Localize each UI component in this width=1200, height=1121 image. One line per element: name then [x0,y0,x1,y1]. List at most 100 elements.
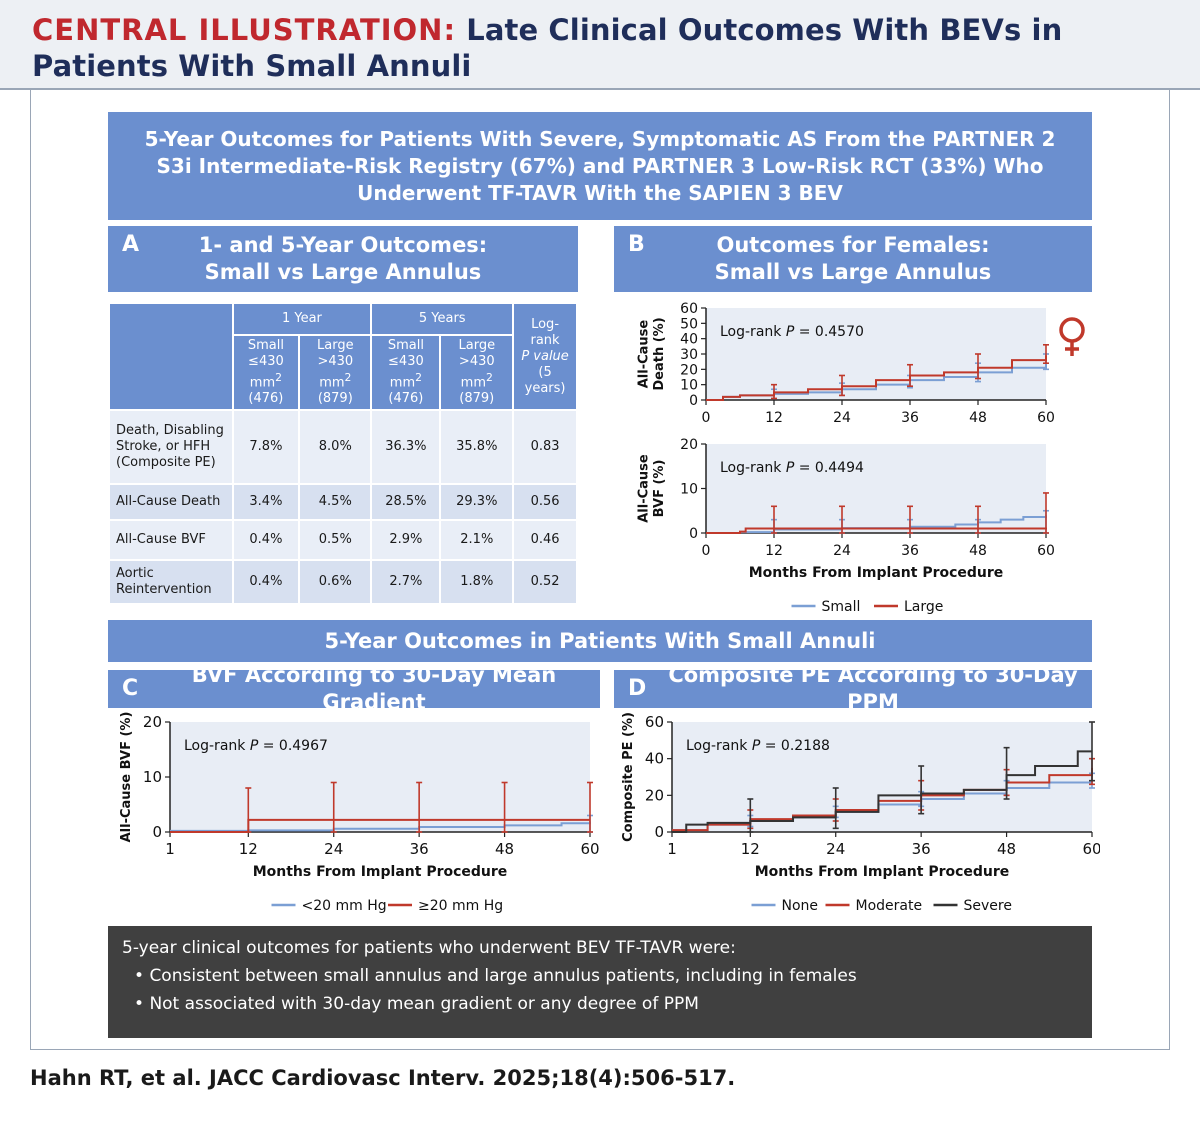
cell: 28.5% [371,484,440,520]
panel-c-chart: 0 10 20 1 12 24 36 48 60 All-Cause BVF (%) Months … [108,710,608,920]
x-tick-label: 24 [324,840,343,858]
panel-b-title-line1: Outcomes for Females: [614,232,1092,259]
x-tick-label: 48 [997,840,1016,858]
col-n: (476) [237,391,296,407]
x-tick-label: 60 [1037,410,1055,426]
female-symbol-icon [1061,319,1083,356]
cell: 0.5% [299,520,371,560]
x-tick-label: 60 [580,840,599,858]
cell: 0.83 [513,410,577,484]
panel-b-title: Outcomes for Females: Small vs Large Ann… [614,232,1092,286]
legend-label: ≥20 mm Hg [418,898,503,914]
y-tick-label: 10 [143,768,162,786]
y-tick-label: 60 [645,713,664,731]
y-axis-label: All-CauseDeath (%) [637,317,668,390]
table-row: All-Cause Death 3.4% 4.5% 28.5% 29.3% 0.… [109,484,577,520]
logrank-h2: P value [517,349,573,365]
x-tick-label: 48 [969,543,987,559]
y-axis-label: All-CauseBVF (%) [637,454,668,523]
x-tick-label: 36 [901,410,919,426]
col-name: Small [375,338,436,354]
y-tick-label: 20 [645,786,664,804]
x-tick-label: 48 [969,410,987,426]
panel-b-header: B Outcomes for Females: Small vs Large A… [614,226,1092,292]
col-n: (879) [444,391,509,407]
cell: 36.3% [371,410,440,484]
group-5yr: 5 Years [371,303,513,335]
x-axis-label: Months From Implant Procedure [749,565,1004,581]
y-tick-label: 0 [689,526,698,542]
group-1yr: 1 Year [233,303,372,335]
col-header: Small ≤430 mm2 (476) [233,335,300,410]
col-name: Large [444,338,509,354]
panel-b-letter: B [628,232,645,257]
x-tick-label: 12 [765,410,783,426]
cell: 2.1% [440,520,513,560]
logrank-h1: Log-rank [517,317,573,349]
col-name: Small [237,338,296,354]
legend-label: Severe [964,898,1012,914]
study-description-box: 5-Year Outcomes for Patients With Severe… [108,112,1092,220]
panel-a-title-line2: Small vs Large Annulus [108,259,578,286]
citation: Hahn RT, et al. JACC Cardiovasc Interv. … [30,1066,735,1090]
x-tick-label: 36 [912,840,931,858]
x-tick-label: 24 [833,410,851,426]
table-corner [109,303,233,410]
cell: 0.52 [513,560,577,604]
logrank-annotation: Log-rank P = 0.2188 [686,738,830,754]
x-tick-label: 48 [495,840,514,858]
col-name: Large [303,338,367,354]
cell: 0.4% [233,560,300,604]
x-tick-label: 1 [667,840,677,858]
section2-title: 5-Year Outcomes in Patients With Small A… [108,620,1092,662]
x-tick-label: 0 [702,410,711,426]
outcomes-table: 1 Year 5 Years Log-rank P value (5 years… [108,302,578,605]
female-symbol-circle [1061,319,1083,341]
panel-c-title: BVF According to 30-Day Mean Gradient [108,662,600,716]
y-tick-label: 0 [654,823,664,841]
logrank-header: Log-rank P value (5 years) [513,303,577,410]
panel-b-title-line2: Small vs Large Annulus [614,259,1092,286]
cell: 0.46 [513,520,577,560]
logrank-annotation: Log-rank P = 0.4967 [184,738,328,754]
panel-c-letter: C [122,676,138,701]
x-tick-label: 0 [702,543,711,559]
table-row: Death, Disabling Stroke, or HFH (Composi… [109,410,577,484]
y-tick-label: 20 [680,437,698,453]
y-tick-label: 20 [680,362,698,378]
y-tick-label: 0 [689,393,698,409]
x-axis-label: Months From Implant Procedure [755,864,1010,880]
col-header: Small ≤430 mm2 (476) [371,335,440,410]
summary-bullet-text: Not associated with 30-day mean gradient… [149,994,698,1014]
panel-a-title-line1: 1- and 5-Year Outcomes: [108,232,578,259]
x-tick-label: 12 [741,840,760,858]
logrank-annotation: Log-rank P = 0.4570 [720,324,864,340]
panel-d-title: Composite PE According to 30-Day PPM [614,662,1092,716]
logrank-annotation: Log-rank P = 0.4494 [720,460,864,476]
x-tick-label: 12 [239,840,258,858]
panel-d-letter: D [628,676,646,701]
header-band: CENTRAL ILLUSTRATION: Late Clinical Outc… [0,0,1200,90]
header-title: CENTRAL ILLUSTRATION: Late Clinical Outc… [32,12,1172,84]
y-tick-label: 10 [680,482,698,498]
cell: 2.9% [371,520,440,560]
x-tick-label: 36 [901,543,919,559]
y-tick-label: 20 [143,713,162,731]
row-label: Aortic Reintervention [109,560,233,604]
y-tick-label: 40 [680,332,698,348]
y-axis-label: All-Cause BVF (%) [119,712,134,843]
table-row: All-Cause BVF 0.4% 0.5% 2.9% 2.1% 0.46 [109,520,577,560]
panel-d-chart: 0 20 40 60 1 12 24 36 48 60 Composite PE (%) Months… [614,710,1100,920]
row-label: All-Cause BVF [109,520,233,560]
summary-bullet: • Not associated with 30-day mean gradie… [122,990,1078,1018]
logrank-h3: (5 years) [517,365,573,397]
panel-a-header: A 1- and 5-Year Outcomes: Small vs Large… [108,226,578,292]
row-label: All-Cause Death [109,484,233,520]
y-tick-label: 30 [680,347,698,363]
panel-c-header: C BVF According to 30-Day Mean Gradient [108,670,600,708]
summary-lead: 5-year clinical outcomes for patients wh… [122,934,1078,962]
cell: 1.8% [440,560,513,604]
cell: 3.4% [233,484,300,520]
header-label: CENTRAL ILLUSTRATION: [32,13,456,47]
legend-label: Large [904,599,943,615]
